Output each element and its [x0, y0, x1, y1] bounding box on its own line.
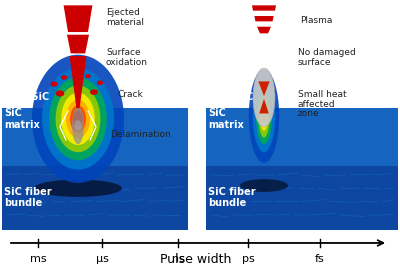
Text: CMC-SiC: CMC-SiC: [4, 92, 50, 103]
Ellipse shape: [249, 69, 279, 163]
Ellipse shape: [70, 105, 86, 132]
Text: fs: fs: [315, 254, 325, 264]
Ellipse shape: [34, 179, 122, 197]
Circle shape: [62, 76, 66, 79]
Text: ns: ns: [172, 254, 184, 264]
Text: Plasma: Plasma: [300, 15, 332, 25]
Bar: [206, 166, 398, 230]
Polygon shape: [258, 81, 270, 96]
Ellipse shape: [66, 100, 90, 138]
Bar: [206, 108, 398, 166]
Text: Ejected
material: Ejected material: [106, 8, 144, 27]
Polygon shape: [64, 5, 92, 32]
Circle shape: [51, 82, 57, 86]
Bar: [2, 166, 188, 230]
Polygon shape: [67, 35, 89, 53]
Text: CMC-SiC: CMC-SiC: [208, 92, 254, 103]
Text: Delamination: Delamination: [110, 130, 171, 139]
Ellipse shape: [61, 93, 95, 145]
Circle shape: [56, 91, 64, 96]
Ellipse shape: [253, 68, 275, 127]
Text: SiC
matrix: SiC matrix: [208, 108, 244, 129]
Circle shape: [91, 90, 97, 94]
Ellipse shape: [72, 107, 84, 144]
Ellipse shape: [74, 120, 82, 131]
Ellipse shape: [258, 95, 270, 138]
Ellipse shape: [253, 80, 275, 152]
Polygon shape: [257, 27, 271, 33]
Text: Surface
oxidation: Surface oxidation: [106, 48, 148, 67]
Text: SiC
matrix: SiC matrix: [4, 108, 40, 129]
Ellipse shape: [56, 85, 100, 152]
Ellipse shape: [240, 179, 288, 192]
Polygon shape: [254, 16, 274, 21]
Circle shape: [98, 81, 102, 84]
Text: ps: ps: [242, 254, 254, 264]
Polygon shape: [259, 99, 269, 113]
Circle shape: [86, 75, 90, 77]
Ellipse shape: [260, 101, 268, 131]
Bar: [2, 108, 188, 166]
Text: Pulse width: Pulse width: [160, 253, 232, 266]
Ellipse shape: [32, 55, 124, 183]
Ellipse shape: [256, 88, 272, 144]
Text: SiC fiber
bundle: SiC fiber bundle: [4, 187, 52, 208]
Ellipse shape: [42, 68, 114, 170]
Text: No damaged
surface: No damaged surface: [298, 48, 356, 67]
Text: Crack: Crack: [118, 90, 144, 99]
Text: Small heat
affected
zone: Small heat affected zone: [298, 90, 347, 118]
Ellipse shape: [49, 77, 107, 160]
Polygon shape: [70, 56, 86, 108]
Ellipse shape: [73, 111, 83, 127]
Text: μs: μs: [96, 254, 108, 264]
Ellipse shape: [262, 108, 266, 125]
Text: SiC fiber
bundle: SiC fiber bundle: [208, 187, 256, 208]
Polygon shape: [252, 5, 276, 11]
Text: ms: ms: [30, 254, 46, 264]
